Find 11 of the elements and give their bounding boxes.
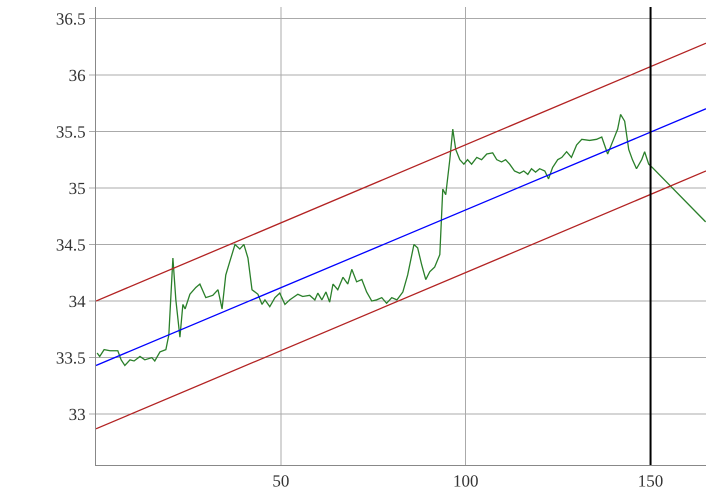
y-tick-label: 34.5 xyxy=(56,235,86,254)
y-tick-label: 33.5 xyxy=(56,348,86,368)
x-tick-label: 150 xyxy=(638,471,664,490)
x-tick-label: 100 xyxy=(452,471,478,490)
y-tick-label: 36.5 xyxy=(56,9,86,28)
x-tick-label: 50 xyxy=(272,471,290,490)
y-tick-label: 35.5 xyxy=(56,122,86,142)
y-tick-label: 34 xyxy=(68,292,86,311)
y-tick-label: 33 xyxy=(68,405,86,424)
y-tick-label: 35 xyxy=(68,178,86,198)
y-tick-label: 36 xyxy=(68,66,86,85)
